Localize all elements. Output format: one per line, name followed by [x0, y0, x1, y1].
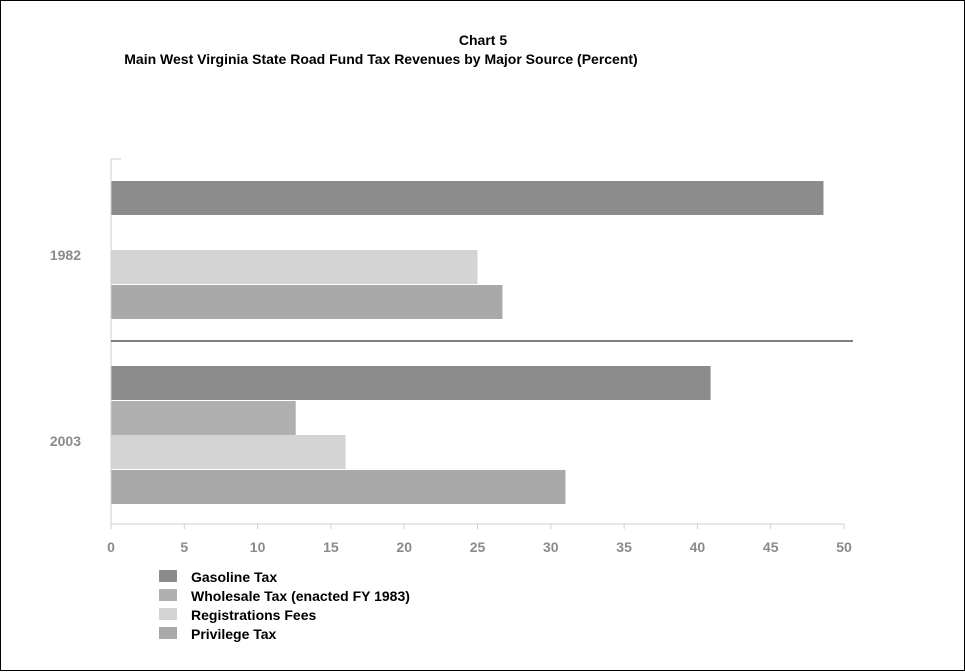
x-tick-label: 10 [250, 539, 266, 555]
x-tick-label: 35 [616, 539, 632, 555]
legend-label: Wholesale Tax (enacted FY 1983) [191, 588, 410, 604]
legend-swatch [159, 589, 177, 601]
legend-label: Registrations Fees [191, 607, 316, 623]
category-label-2003: 2003 [50, 433, 81, 449]
x-tick-label: 45 [763, 539, 779, 555]
legend: Gasoline Tax Wholesale Tax (enacted FY 19… [159, 569, 410, 642]
legend-swatch [159, 627, 177, 639]
bar-1982-registrations-fees [111, 250, 478, 284]
bar-2003-gasoline-tax [111, 366, 711, 400]
legend-label: Gasoline Tax [191, 569, 277, 585]
bar-2003-wholesale-tax-enacted-fy-1983 [111, 401, 296, 435]
bar-1982-gasoline-tax [111, 181, 824, 215]
bar-2003-privilege-tax [111, 470, 566, 504]
x-tick-label: 25 [470, 539, 486, 555]
x-tick-label: 15 [323, 539, 339, 555]
legend-swatch [159, 608, 177, 620]
bar-2003-registrations-fees [111, 435, 346, 469]
x-tick-label: 0 [107, 539, 115, 555]
chart-subtitle: Main West Virginia State Road Fund Tax R… [124, 51, 637, 67]
legend-label: Privilege Tax [191, 626, 277, 642]
x-tick-label: 30 [543, 539, 559, 555]
x-tick-label: 5 [180, 539, 188, 555]
category-label-1982: 1982 [50, 247, 81, 263]
bar-1982-privilege-tax [111, 285, 503, 319]
plot-area: 1982 2003 0 5 10 15 20 25 30 35 40 45 50 [50, 158, 853, 555]
x-tick-label: 20 [396, 539, 412, 555]
chart-title: Chart 5 [459, 32, 507, 48]
x-tick-label: 50 [836, 539, 852, 555]
x-tick-label: 40 [690, 539, 706, 555]
legend-swatch [159, 570, 177, 582]
